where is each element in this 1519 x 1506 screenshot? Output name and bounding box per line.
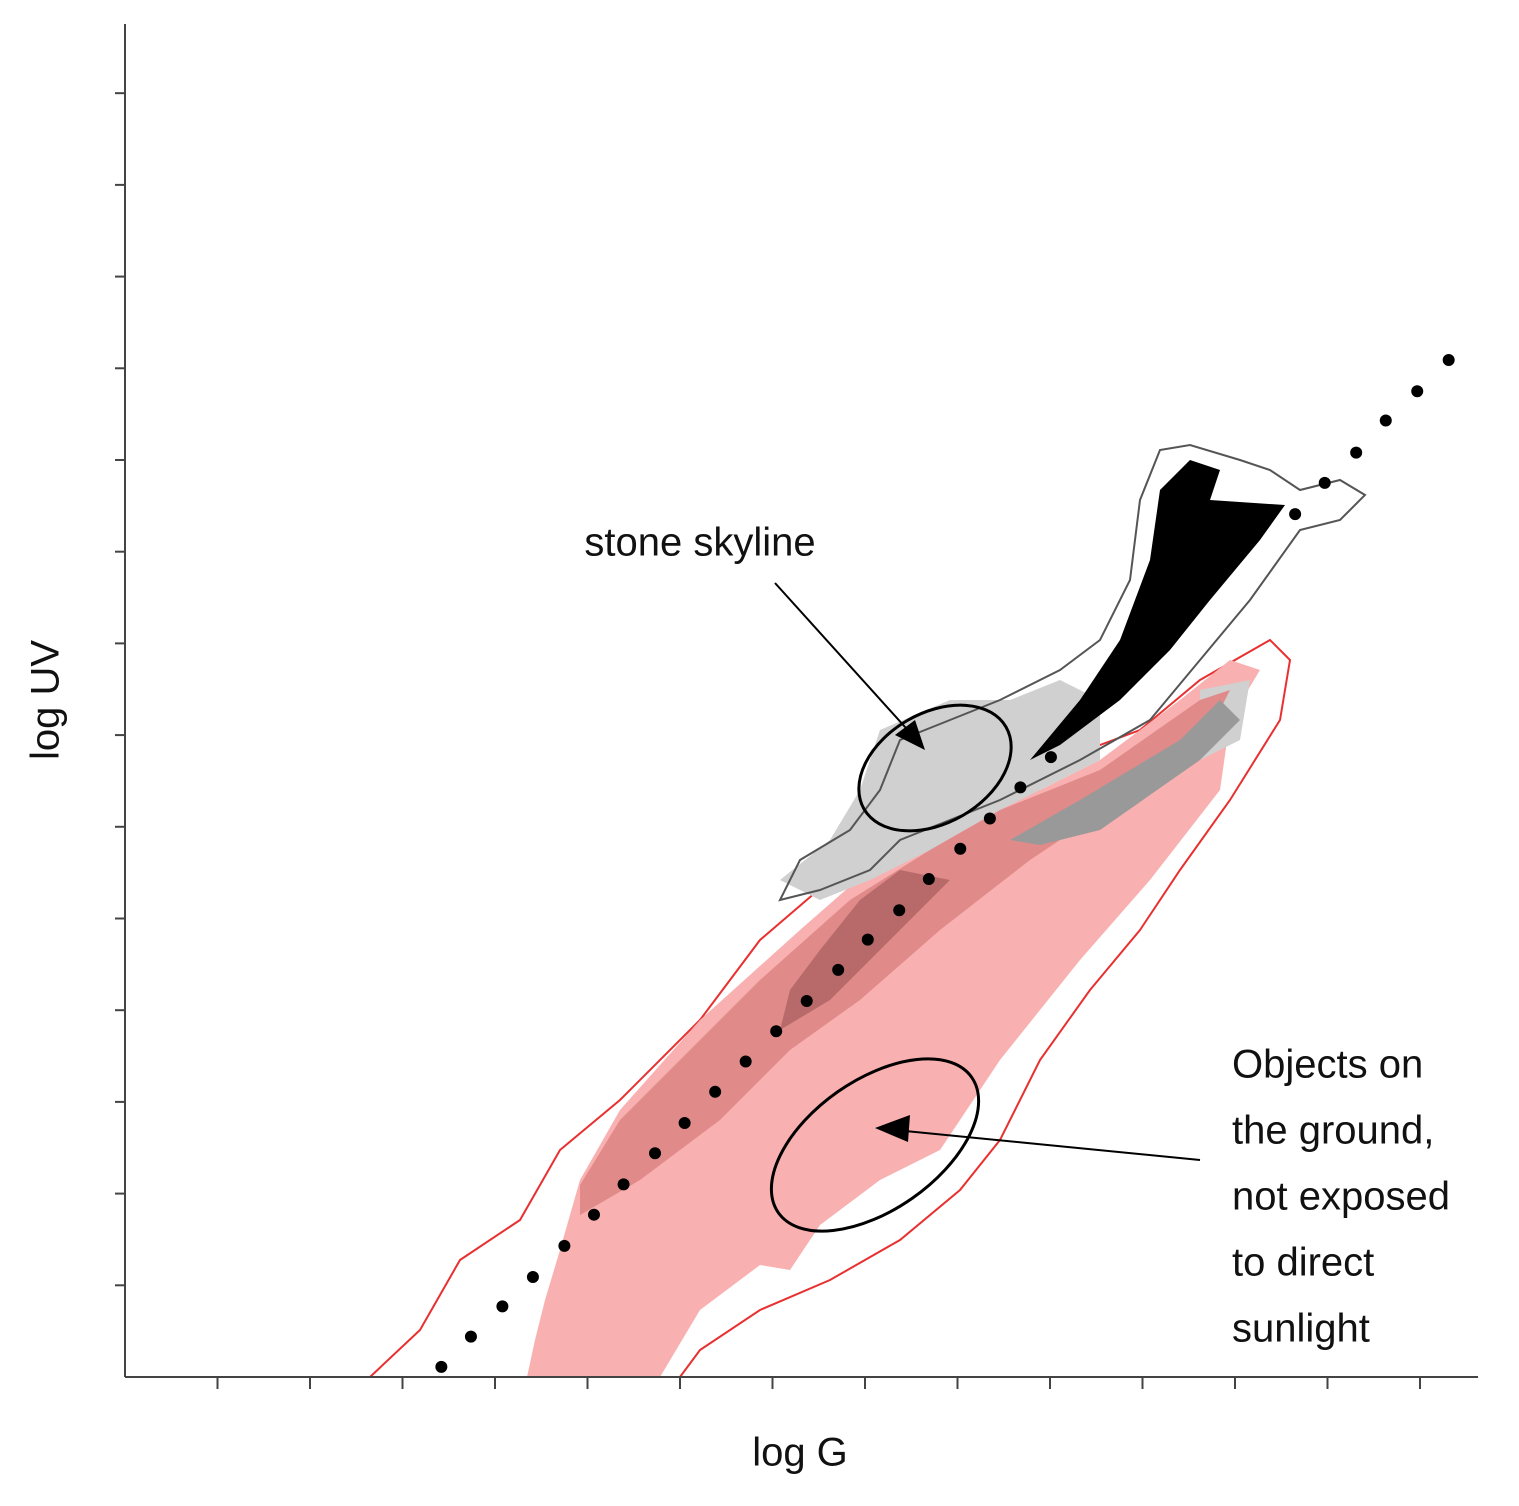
annotation: the ground,	[1232, 1109, 1434, 1153]
point	[1411, 385, 1424, 398]
point	[587, 1208, 600, 1221]
region-light-pink	[527, 660, 1260, 1377]
region-dark-grey	[1010, 700, 1240, 845]
region-outer-contour	[367, 638, 1292, 1378]
point	[464, 1330, 477, 1343]
point	[558, 1239, 571, 1252]
point	[709, 1085, 722, 1098]
point	[983, 812, 996, 825]
point	[800, 995, 813, 1008]
arrow-head	[895, 720, 925, 750]
point	[922, 873, 935, 886]
marks	[435, 354, 1455, 1373]
point	[649, 1147, 662, 1160]
y-axis-label: log UV	[24, 640, 68, 760]
point	[954, 842, 967, 855]
point	[770, 1025, 783, 1038]
annotation: not exposed	[1232, 1175, 1450, 1219]
annotation-shapes	[769, 582, 1201, 1233]
point	[1318, 476, 1331, 489]
annotation: stone skyline	[584, 521, 815, 565]
ellipse	[769, 1057, 981, 1233]
point	[617, 1178, 630, 1191]
region-dark-rose	[780, 870, 950, 1030]
x-axis-label: log G	[752, 1431, 848, 1475]
arrow	[894, 1129, 1201, 1161]
point	[1289, 508, 1302, 521]
point	[496, 1300, 509, 1313]
point	[678, 1116, 691, 1129]
point	[739, 1055, 752, 1068]
ellipse	[857, 703, 1013, 833]
point	[893, 904, 906, 917]
arrow	[774, 582, 916, 739]
point	[1350, 446, 1363, 459]
point	[1014, 781, 1027, 794]
point	[1044, 751, 1057, 764]
density-regions	[367, 443, 1367, 1378]
annotation: sunlight	[1232, 1307, 1370, 1351]
annotation: to direct	[1232, 1241, 1374, 1285]
point	[526, 1271, 539, 1284]
point	[435, 1360, 448, 1373]
point	[1442, 354, 1455, 367]
region-black	[1030, 460, 1285, 760]
point	[861, 933, 874, 946]
annotation: Objects on	[1232, 1043, 1423, 1087]
point	[832, 963, 845, 976]
arrow-head	[875, 1115, 910, 1142]
region-grey-contour	[778, 443, 1367, 902]
point	[1379, 414, 1392, 427]
